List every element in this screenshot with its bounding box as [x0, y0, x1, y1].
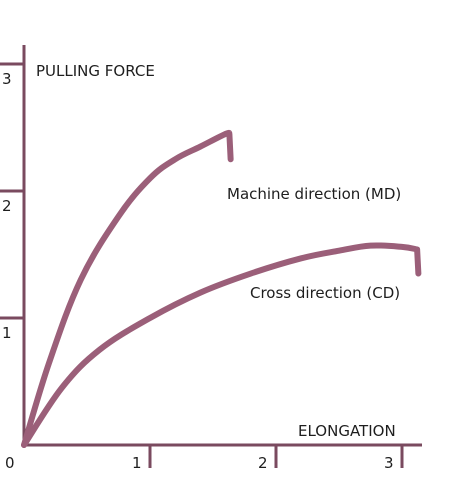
x-tick-label: 1	[132, 454, 142, 472]
series-line-md	[21, 129, 234, 448]
ticks: 1 2 3 0 1 2 3	[0, 62, 404, 472]
series	[21, 129, 422, 448]
series-label-md: Machine direction (MD)	[227, 185, 401, 203]
x-axis-label: ELONGATION	[298, 422, 396, 440]
series-line-cd	[21, 242, 422, 448]
y-tick-label: 3	[2, 70, 12, 88]
y-tick-label: 2	[2, 197, 12, 215]
y-tick-label: 1	[2, 324, 12, 342]
axes	[22, 45, 422, 447]
x-tick-label: 3	[384, 454, 394, 472]
x-tick-label: 0	[5, 454, 15, 472]
y-axis-label: PULLING FORCE	[36, 62, 155, 80]
series-label-cd: Cross direction (CD)	[250, 284, 400, 302]
labels: PULLING FORCE ELONGATION Machine directi…	[36, 62, 401, 440]
x-tick-label: 2	[258, 454, 268, 472]
